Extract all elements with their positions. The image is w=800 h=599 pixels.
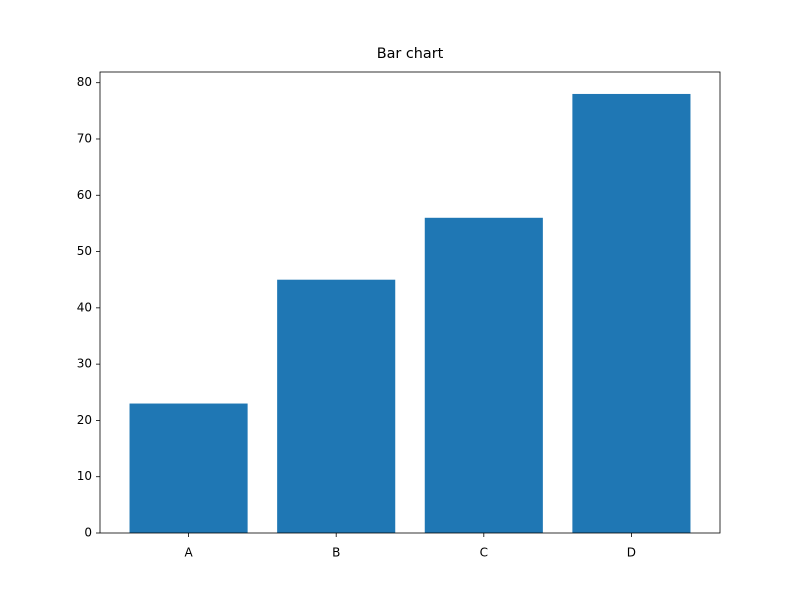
- bar: [424, 217, 543, 534]
- y-tick-label: 40: [77, 300, 92, 314]
- y-tick-label: 20: [77, 413, 92, 427]
- chart-title: Bar chart: [377, 46, 444, 62]
- y-tick-label: 30: [77, 357, 92, 371]
- y-tick-label: 60: [77, 188, 92, 202]
- y-tick-label: 50: [77, 244, 92, 258]
- x-tick-label: C: [480, 546, 488, 560]
- y-tick-label: 10: [77, 469, 92, 483]
- y-tick-label: 80: [77, 75, 92, 89]
- y-tick-label: 0: [84, 526, 92, 540]
- bar: [572, 93, 691, 533]
- y-tick-label: 70: [77, 131, 92, 145]
- bar: [129, 403, 248, 533]
- plot-frame: [99, 71, 721, 534]
- x-tick-label: B: [332, 546, 340, 560]
- x-tick-label: D: [627, 546, 636, 560]
- bar: [277, 279, 396, 533]
- x-tick-label: A: [184, 546, 193, 560]
